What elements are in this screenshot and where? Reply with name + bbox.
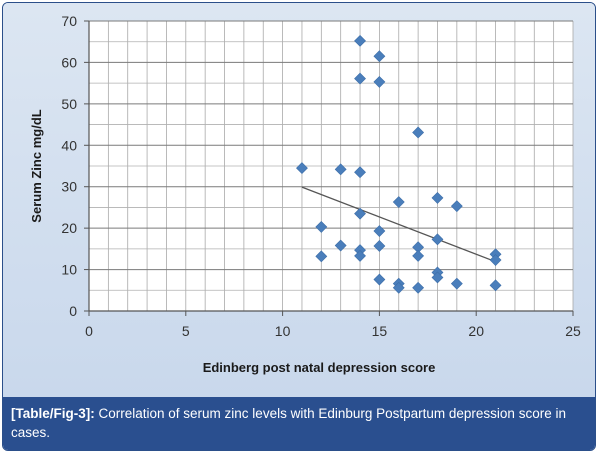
y-tick-label: 40 xyxy=(61,137,77,153)
data-point xyxy=(354,166,366,179)
trendline xyxy=(301,186,496,263)
x-tick-label: 25 xyxy=(565,323,581,339)
x-tick-label: 10 xyxy=(275,323,291,339)
y-tick-label: 50 xyxy=(61,96,77,112)
figure-caption: [Table/Fig-3]: Correlation of serum zinc… xyxy=(3,397,595,450)
data-point xyxy=(315,220,328,233)
data-point xyxy=(373,50,386,63)
data-point xyxy=(315,250,328,263)
data-point xyxy=(334,239,347,252)
y-tick-label: 0 xyxy=(69,303,77,319)
caption-text: Correlation of serum zinc levels with Ed… xyxy=(11,406,566,440)
data-point xyxy=(373,240,386,252)
data-point xyxy=(354,249,366,262)
scatter-chart: 0 10 20 30 40 50 60 70 0 5 10 15 20 25 Serum Zinc mg/… xyxy=(29,13,581,375)
data-point xyxy=(489,279,502,292)
data-point xyxy=(450,200,463,213)
caption-label: [Table/Fig-3]: xyxy=(11,406,95,421)
tick-labels: 0 10 20 30 40 50 60 70 0 5 10 15 20 25 xyxy=(61,13,581,339)
data-point xyxy=(431,271,444,284)
data-point xyxy=(354,34,366,47)
axes xyxy=(84,20,574,316)
x-axis-label: Edinberg post natal depression score xyxy=(203,360,436,375)
data-point xyxy=(373,273,386,286)
data-point xyxy=(373,75,386,88)
data-point xyxy=(373,225,386,237)
data-point xyxy=(334,163,347,176)
grid-lines xyxy=(88,20,574,312)
data-point xyxy=(450,277,463,290)
data-point xyxy=(412,281,425,294)
y-tick-label: 30 xyxy=(61,179,77,195)
data-point xyxy=(392,281,405,294)
data-points xyxy=(296,34,502,294)
data-point xyxy=(412,249,425,262)
x-tick-label: 15 xyxy=(372,323,388,339)
y-axis-label: Serum Zinc mg/dL xyxy=(29,109,44,222)
y-tick-label: 20 xyxy=(61,220,77,236)
data-point xyxy=(489,254,502,266)
x-tick-label: 20 xyxy=(468,323,484,339)
data-point xyxy=(412,126,425,139)
data-point xyxy=(392,196,405,208)
y-tick-label: 70 xyxy=(61,13,77,29)
y-tick-label: 10 xyxy=(61,262,77,278)
chart-area: 0 10 20 30 40 50 60 70 0 5 10 15 20 25 Serum Zinc mg/… xyxy=(3,3,595,397)
x-tick-label: 5 xyxy=(182,323,190,339)
data-point xyxy=(431,191,444,204)
data-point xyxy=(354,207,366,220)
y-tick-label: 60 xyxy=(61,54,77,70)
data-point xyxy=(296,162,308,174)
trendline-layer xyxy=(301,186,496,263)
data-point xyxy=(431,233,444,246)
x-tick-label: 0 xyxy=(85,323,93,339)
data-point xyxy=(354,72,366,85)
